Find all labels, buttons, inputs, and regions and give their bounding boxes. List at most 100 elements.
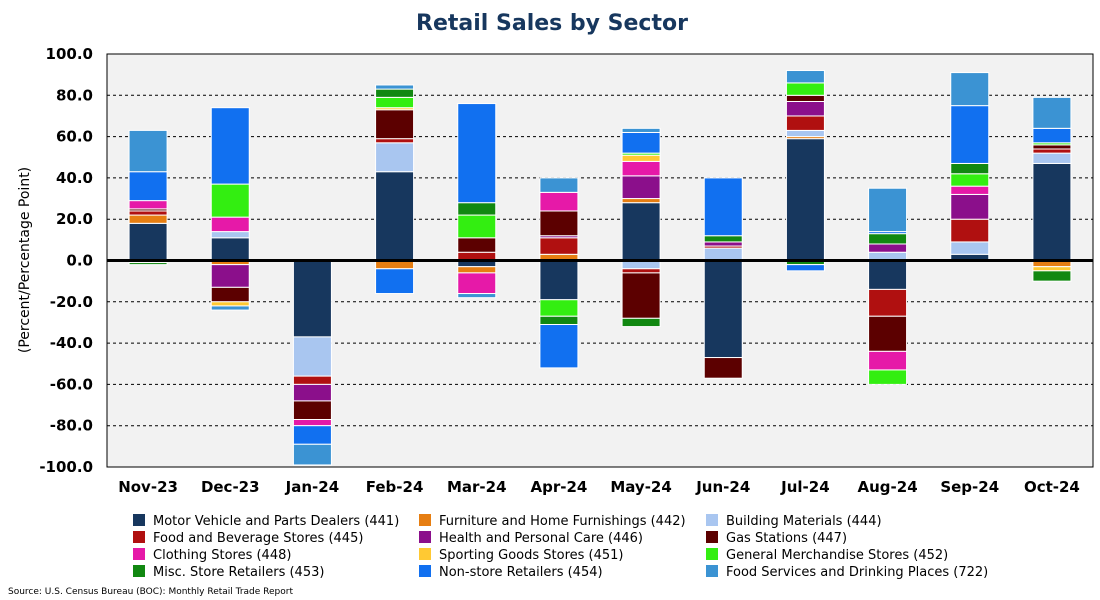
y-tick-label: -100.0 [39,458,93,476]
bar-segment [785,100,825,117]
bar-segment [292,260,332,338]
y-tick-label: 100.0 [46,45,93,63]
bar-segment [621,154,661,162]
legend-label: Sporting Goods Stores (451) [439,548,624,563]
chart-title: Retail Sales by Sector [416,11,688,36]
legend-label: General Merchandise Stores (452) [726,548,948,563]
bar-segment [539,315,579,326]
bar-segment [210,264,250,288]
y-tick-label: 20.0 [56,210,93,228]
bar-segment [950,193,990,220]
bar-segment [539,191,579,212]
bar-segment [457,103,497,204]
bar-segment [539,177,579,193]
bar-segment [539,237,579,255]
bar-segment [1032,266,1072,272]
bar-segment [785,94,825,102]
bar-segment [703,235,743,243]
x-category-label: Aug-24 [858,478,918,496]
bar-segment [128,262,168,266]
bar-segment [128,222,168,261]
bar-segment [457,237,497,253]
y-tick-label: -60.0 [50,375,93,393]
legend-label: Misc. Store Retailers (453) [153,565,324,580]
x-category-label: May-24 [610,478,671,496]
bar-segment [950,162,990,175]
bar-segment [1032,270,1072,282]
bar-segment [1032,148,1072,154]
legend-swatch [133,548,145,560]
bar-segment [1032,127,1072,144]
bar-segment [128,200,168,210]
bar-segment [375,268,415,295]
bar-segment [868,350,908,371]
bar-segment [128,129,168,173]
legend-label: Building Materials (444) [726,514,882,529]
bar-segment [128,214,168,224]
bar-segment [703,247,743,262]
y-tick-label: 60.0 [56,128,93,146]
bar-segment [785,264,825,272]
x-axis-categories: Nov-23 Dec-23 Jan-24 Feb-24 Mar-24 Apr-24 May-… [118,478,1080,496]
legend-label: Gas Stations (447) [726,531,847,546]
bar-segment [292,443,332,466]
bar-segment [950,72,990,107]
bar-segment [457,202,497,216]
bar-segment [539,324,579,369]
bar-segment [210,286,250,303]
bar-segment [539,210,579,237]
legend-swatch [419,514,431,526]
bar-segment [868,288,908,317]
legend-swatch [419,565,431,577]
bar-segment [950,218,990,243]
legend-swatch [133,531,145,543]
bar-segment [621,131,661,154]
legend-swatch [706,531,718,543]
legend-swatch [706,565,718,577]
legend-label: Non-store Retailers (454) [439,565,603,580]
bar-segment [539,299,579,317]
bar-segment [868,369,908,385]
bar-segment [621,268,661,274]
bar-segment [457,272,497,295]
bar-segment [292,425,332,445]
bar-segment [785,82,825,96]
bar-segment [868,243,908,253]
legend-label: Furniture and Home Furnishings (442) [439,514,686,529]
bar-segment [375,142,415,173]
legend-swatch [706,514,718,526]
legend-swatch [706,548,718,560]
legend-swatch [133,514,145,526]
bar-segment [375,171,415,261]
bar-segment [375,138,415,144]
bar-segment [785,129,825,138]
y-tick-label: -20.0 [50,293,93,311]
y-axis-label: (Percent/Percentage Point) [17,167,33,353]
bar-segment [621,317,661,328]
x-category-label: Sep-24 [940,478,999,496]
bar-segment [375,84,415,90]
bar-segment [621,272,661,319]
source-note: Source: U.S. Census Bureau (BOC): Monthl… [8,587,293,597]
bar-segment [210,216,250,233]
bar-segment [210,231,250,239]
legend-label: Food Services and Drinking Places (722) [726,565,988,580]
y-tick-label: -40.0 [50,334,93,352]
gridlines [107,94,1093,427]
bar-segment [868,260,908,290]
bar-segment [1032,152,1072,164]
bar-segment [703,357,743,379]
bar-segment [210,301,250,307]
bar-segment [868,187,908,233]
x-category-label: Jun-24 [695,478,750,496]
bar-segment [703,177,743,237]
bar-segment [703,260,743,359]
bar-segment [868,315,908,352]
bar-segment [621,198,661,204]
x-category-label: Oct-24 [1024,478,1080,496]
legend-label: Clothing Stores (448) [153,548,291,563]
y-tick-label: 0.0 [66,252,93,270]
legend-label: Health and Personal Care (446) [439,531,643,546]
bar-segment [292,400,332,421]
